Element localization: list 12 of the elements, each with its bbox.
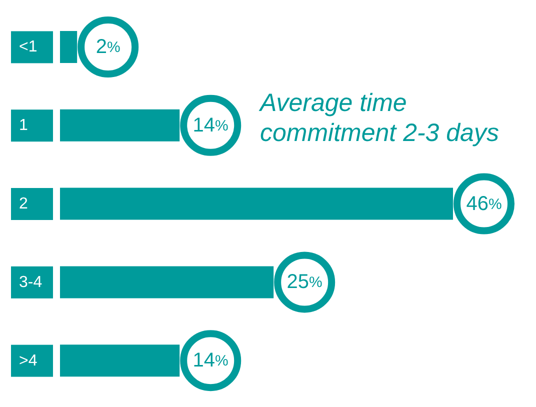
data-label: 14% <box>192 350 228 372</box>
annotation: Average time commitment 2-3 days <box>260 88 500 148</box>
data-label: 14% <box>192 114 228 136</box>
data-label: 2% <box>96 36 120 58</box>
y-tick-label: 2 <box>19 196 28 212</box>
y-tick-label: 3-4 <box>19 274 42 291</box>
bar <box>60 31 78 63</box>
data-label: 46% <box>466 192 502 215</box>
y-tick-label: <1 <box>19 38 38 56</box>
y-tick-label: >4 <box>19 352 38 370</box>
y-tick-label: 1 <box>19 117 28 134</box>
data-label: 25% <box>286 271 322 294</box>
